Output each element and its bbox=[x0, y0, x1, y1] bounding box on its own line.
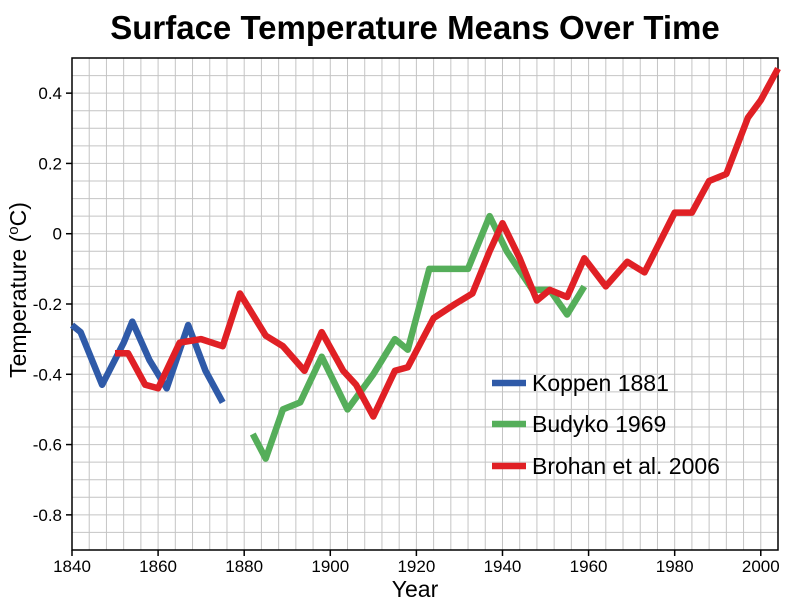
x-tick-label: 1900 bbox=[311, 557, 349, 576]
legend-label-brohan-et-al-2006: Brohan et al. 2006 bbox=[532, 453, 720, 479]
y-tick-label: 0.2 bbox=[38, 154, 62, 173]
y-tick-label: -0.4 bbox=[33, 365, 62, 384]
y-tick-label: 0 bbox=[53, 225, 62, 244]
y-tick-label: -0.6 bbox=[33, 436, 62, 455]
x-tick-label: 1920 bbox=[397, 557, 435, 576]
x-tick-label: 1860 bbox=[139, 557, 177, 576]
legend-label-koppen-1881: Koppen 1881 bbox=[532, 370, 669, 396]
legend: Koppen 1881 Budyko 1969 Brohan et al. 2006 bbox=[492, 370, 720, 479]
x-axis-ticks: 1840 1860 1880 1900 1920 1940 1960 1980 2000 bbox=[53, 550, 780, 576]
y-axis-ticks: 0.4 0.2 0 -0.2 -0.4 -0.6 -0.8 bbox=[33, 84, 72, 525]
chart-title: Surface Temperature Means Over Time bbox=[110, 9, 720, 46]
series-line-brohan-et-al-2006 bbox=[115, 66, 781, 420]
series-lines bbox=[69, 66, 781, 462]
x-tick-label: 1880 bbox=[225, 557, 263, 576]
x-axis-label: Year bbox=[392, 576, 439, 602]
y-tick-label: -0.2 bbox=[33, 295, 62, 314]
legend-label-budyko-1969: Budyko 1969 bbox=[532, 411, 666, 437]
x-tick-label: 1840 bbox=[53, 557, 91, 576]
y-tick-label: 0.4 bbox=[38, 84, 62, 103]
series-line-koppen-1881 bbox=[69, 318, 226, 404]
x-tick-label: 1980 bbox=[656, 557, 694, 576]
x-tick-label: 1960 bbox=[570, 557, 608, 576]
x-tick-label: 2000 bbox=[742, 557, 780, 576]
y-tick-label: -0.8 bbox=[33, 506, 62, 525]
grid-lines bbox=[72, 58, 778, 550]
x-tick-label: 1940 bbox=[484, 557, 522, 576]
y-axis-label: Temperature (oC) bbox=[5, 202, 31, 378]
